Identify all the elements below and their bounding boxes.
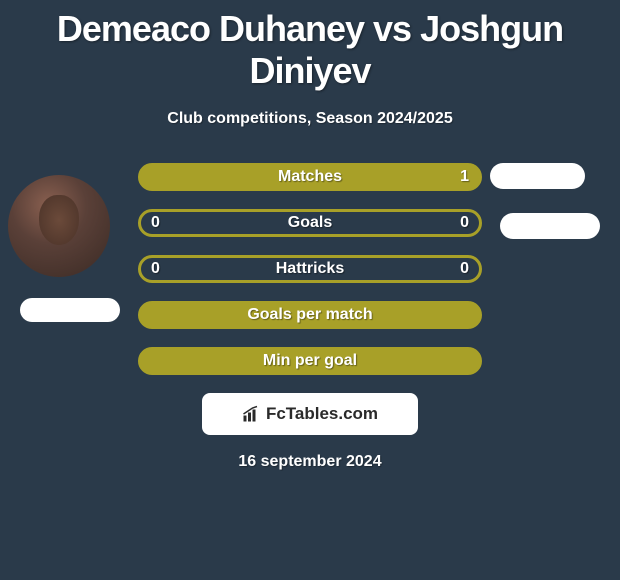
stat-label: Hattricks [276,260,344,278]
stat-row: Matches 1 [138,163,482,191]
chart-icon [242,405,260,423]
stat-label: Goals per match [247,306,372,324]
player-left-name-pill [20,298,120,322]
stat-value-right: 0 [460,214,469,232]
stat-row: 0 Goals 0 [138,209,482,237]
page-title: Demeaco Duhaney vs Joshgun Diniyev [0,0,620,92]
player-left-avatar [8,175,110,277]
stat-label: Min per goal [263,352,357,370]
stat-label: Matches [278,168,342,186]
logo-box: FcTables.com [202,393,418,435]
date-label: 16 september 2024 [0,453,620,471]
player-right-pill-top [490,163,585,189]
subtitle: Club competitions, Season 2024/2025 [0,110,620,128]
stat-label: Goals [288,214,332,232]
player-right-pill-bottom [500,213,600,239]
stat-value-left: 0 [151,214,160,232]
stat-row: 0 Hattricks 0 [138,255,482,283]
comparison-area: Matches 1 0 Goals 0 0 Hattricks 0 Goals per matc… [0,163,620,471]
stat-row: Goals per match [138,301,482,329]
logo-text: FcTables.com [266,404,378,424]
stats-list: Matches 1 0 Goals 0 0 Hattricks 0 Goals per matc… [138,163,482,375]
stat-value-left: 0 [151,260,160,278]
stat-row: Min per goal [138,347,482,375]
stat-value-right: 0 [460,260,469,278]
stat-value-right: 1 [460,168,469,186]
